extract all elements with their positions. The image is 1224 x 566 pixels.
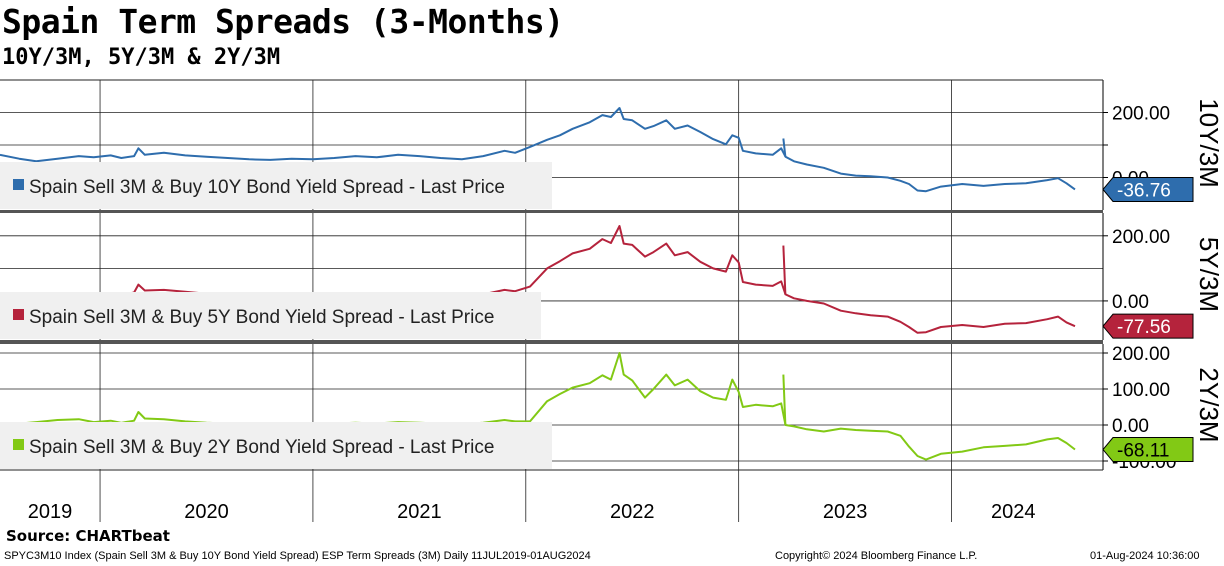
panel-name-label: 2Y/3M <box>1194 367 1224 442</box>
legend-label: Spain Sell 3M & Buy 10Y Bond Yield Sprea… <box>29 177 505 198</box>
y-tick-label: 0.00 <box>1112 416 1149 437</box>
legend-box <box>0 422 552 469</box>
panel-name-label: 10Y/3M <box>1194 98 1224 188</box>
x-tick-label: 2024 <box>991 501 1036 523</box>
legend-swatch <box>13 179 24 190</box>
series-spike <box>782 138 787 157</box>
legend-swatch <box>13 309 24 320</box>
panel-separator <box>0 340 1103 344</box>
x-tick-label: 2020 <box>184 501 229 523</box>
last-value-label: -77.56 <box>1117 317 1171 338</box>
panel-5y-3m: 200.00 0.00 Spain Sell 3M & Buy 5Y Bond Yi… <box>0 213 1224 340</box>
chart-subtitle: 10Y/3M, 5Y/3M & 2Y/3M <box>2 45 281 70</box>
legend-label: Spain Sell 3M & Buy 5Y Bond Yield Spread… <box>29 307 494 328</box>
source-label: Source: CHARTbeat <box>6 527 170 545</box>
legend-box <box>0 162 552 209</box>
footer-index-description: SPYC3M10 Index (Spain Sell 3M & Buy 10Y … <box>4 550 591 562</box>
y-tick-label: 200.00 <box>1112 227 1170 248</box>
last-value-tag <box>1102 313 1194 339</box>
legend-swatch <box>13 439 24 450</box>
panel-separator <box>0 210 1103 213</box>
x-tick-label: 2023 <box>823 501 868 523</box>
x-tick-label: 2022 <box>610 501 655 523</box>
series-line <box>0 352 1076 461</box>
legend-label: Spain Sell 3M & Buy 2Y Bond Yield Spread… <box>29 437 494 458</box>
series-spike <box>782 245 787 295</box>
panel-name-label: 5Y/3M <box>1194 237 1224 312</box>
y-tick-label: 200.00 <box>1112 104 1170 125</box>
footer-timestamp: 01-Aug-2024 10:36:00 <box>1090 550 1200 562</box>
y-tick-label: 100.00 <box>1112 380 1170 401</box>
last-value-tag <box>1102 176 1194 202</box>
last-value-tag <box>1102 437 1194 463</box>
footer-copyright: Copyright© 2024 Bloomberg Finance L.P. <box>775 550 978 562</box>
series-spike <box>782 374 787 426</box>
y-tick-label: 200.00 <box>1112 344 1170 365</box>
y-tick-label: 0.00 <box>1112 292 1149 313</box>
last-value-label: -36.76 <box>1117 180 1171 201</box>
legend-box <box>0 292 541 339</box>
x-tick-label: 2019 <box>28 501 73 523</box>
chart-title: Spain Term Spreads (3-Months) <box>2 2 564 41</box>
series-line <box>0 107 1076 193</box>
x-tick-label: 2021 <box>397 501 442 523</box>
last-value-label: -68.11 <box>1117 441 1169 462</box>
